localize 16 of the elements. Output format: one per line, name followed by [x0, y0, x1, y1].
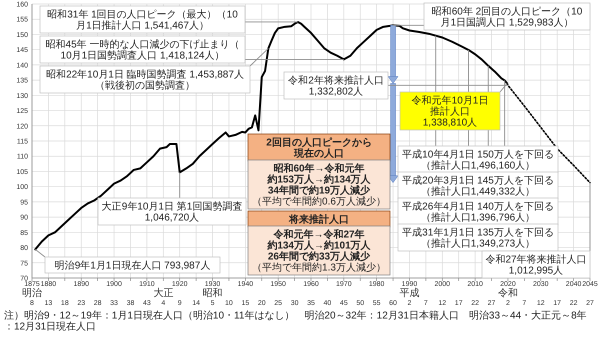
- annotation: 平成10年4月1日 150万人を下回る（推計人口1,496,160人）: [402, 148, 554, 172]
- annotation: 平成26年4月1日 140万人を下回る（推計人口1,396,796人）: [402, 200, 554, 224]
- text: 注）明治9・12～19年：1月1日現在人口（明治10・11年はなし） 明治20～32年：12月31日本籍人口 明治33～44・大正元～8年：12月31日現在人口: [4, 310, 587, 332]
- text: 明治: [22, 287, 42, 299]
- text: 昭和: [202, 287, 223, 299]
- annotation: 昭和45年 一時的な人口減少の下げ止まり（10月1日国勢調査人口 1,418,124人）: [46, 38, 240, 62]
- annotation: 令和元年10月1日推計人口 1,338,810人: [412, 94, 488, 128]
- annotation: 平成20年3月1日 145万人を下回る（推計人口1,449,332人）: [402, 174, 554, 198]
- annotation: 昭和22年10月1日 臨時国勢調査 1,453,887人（戦後初の国勢調査）: [46, 68, 244, 92]
- annotation: 明治9年1月1日現在人口 793,987人: [54, 260, 210, 272]
- annotation: 昭和31年 1回目の人口ピーク（最大）（10月1日推計人口 1,541,467人）: [47, 8, 238, 32]
- annotation: 昭和60年 2回目の人口ピーク（10月1日国調人口 1,529,983人）: [432, 6, 583, 28]
- text: 大正: [153, 287, 174, 299]
- text: 令和: [498, 287, 518, 299]
- text: 平成: [399, 287, 420, 299]
- annotation: 令和2年将来推計人口 1,332,802人: [288, 74, 384, 98]
